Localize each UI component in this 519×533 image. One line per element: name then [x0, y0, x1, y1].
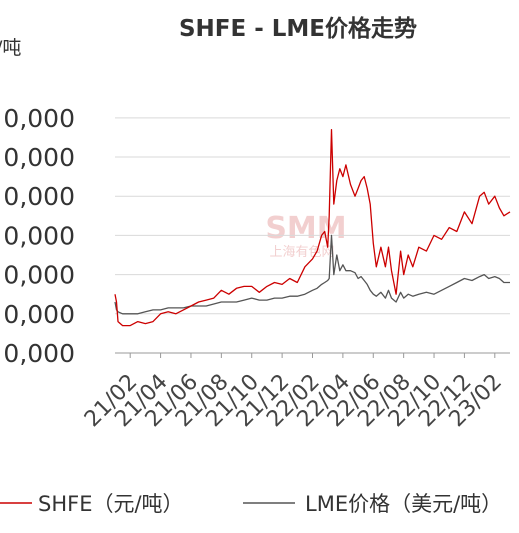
- y-axis-unit-label: /吨: [0, 37, 21, 59]
- y-tick-label: 0,000: [3, 221, 75, 250]
- series-line-shfe: [114, 128, 511, 327]
- y-tick-label: 0,000: [3, 182, 75, 211]
- x-axis: 21/0221/0421/0621/0821/1021/1222/0222/04…: [80, 352, 510, 432]
- y-tick-label: 0,000: [3, 339, 75, 368]
- legend-label-lme: LME价格（美元/吨）: [305, 492, 502, 516]
- chart-title: SHFE - LME价格走势: [179, 15, 417, 42]
- series-lines: [114, 128, 511, 327]
- y-tick-label: 0,000: [3, 300, 75, 329]
- y-axis-ticks: 0,000 0,000 0,000 0,000 0,000 0,000 0,000: [3, 104, 75, 368]
- legend: SHFE（元/吨） LME价格（美元/吨）: [0, 492, 502, 516]
- watermark-logo: SMM: [265, 211, 346, 246]
- legend-label-shfe: SHFE（元/吨）: [38, 492, 184, 516]
- watermark: SMM 上海有色网: [265, 211, 346, 260]
- y-tick-label: 0,000: [3, 143, 75, 172]
- y-tick-label: 0,000: [3, 261, 75, 290]
- y-tick-label: 0,000: [3, 104, 75, 133]
- watermark-text: 上海有色网: [269, 244, 334, 260]
